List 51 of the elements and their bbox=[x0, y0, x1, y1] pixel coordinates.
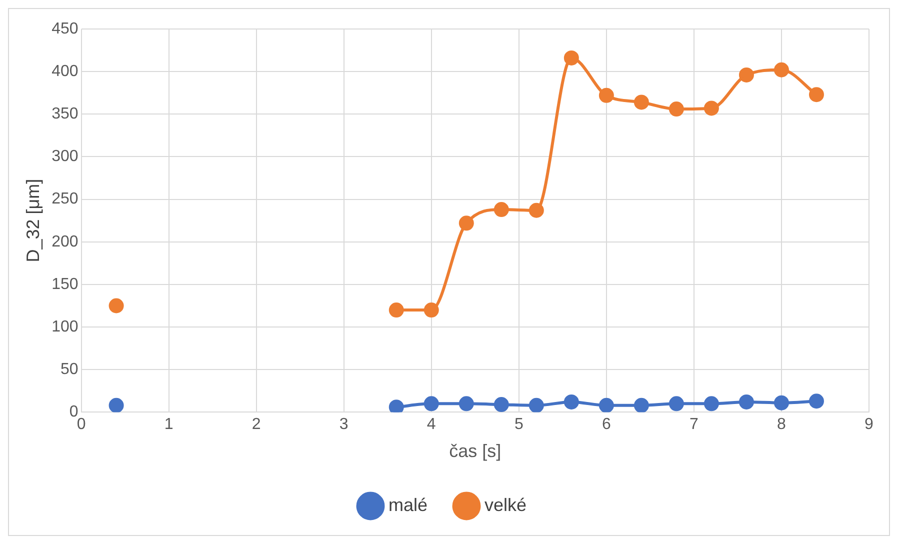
x-axis-title: čas [s] bbox=[449, 441, 502, 462]
point bbox=[738, 394, 754, 410]
x-tick-label: 8 bbox=[777, 416, 786, 434]
point bbox=[668, 102, 684, 117]
point bbox=[528, 202, 544, 218]
point bbox=[738, 67, 754, 82]
point bbox=[494, 397, 509, 412]
point bbox=[704, 100, 719, 116]
point bbox=[494, 202, 509, 218]
point bbox=[564, 50, 579, 66]
y-tick-label: 400 bbox=[52, 62, 78, 80]
point bbox=[388, 302, 404, 318]
point bbox=[528, 398, 544, 412]
x-tick-label: 1 bbox=[164, 416, 174, 434]
point bbox=[774, 395, 789, 410]
x-tick-label: 7 bbox=[690, 416, 698, 434]
y-axis-title: D_32 [μm] bbox=[22, 178, 43, 262]
x-tick-label: 3 bbox=[339, 416, 348, 434]
point bbox=[424, 302, 439, 318]
point bbox=[598, 88, 614, 103]
point bbox=[634, 94, 649, 110]
y-tick-label: 200 bbox=[52, 233, 78, 250]
point bbox=[458, 216, 474, 231]
legend-label: velké bbox=[484, 494, 527, 515]
point bbox=[598, 398, 614, 412]
point bbox=[424, 396, 439, 412]
y-tick-label: 350 bbox=[52, 106, 78, 123]
x-tick-label: 4 bbox=[426, 416, 436, 434]
point bbox=[704, 396, 719, 412]
x-tick-label: 5 bbox=[514, 416, 524, 434]
point bbox=[634, 398, 649, 412]
point bbox=[774, 62, 789, 78]
legend-label: malé bbox=[388, 494, 428, 515]
y-tick-label: 300 bbox=[52, 148, 78, 166]
x-tick-label: 2 bbox=[252, 416, 261, 434]
point bbox=[388, 400, 404, 412]
x-tick-label: 9 bbox=[864, 416, 874, 434]
point bbox=[808, 87, 824, 102]
point bbox=[108, 398, 124, 412]
point bbox=[668, 396, 684, 412]
x-tick-label: 6 bbox=[602, 416, 611, 434]
point bbox=[564, 394, 579, 410]
point bbox=[458, 396, 474, 412]
y-tick-label: 100 bbox=[52, 318, 78, 336]
y-tick-label: 50 bbox=[60, 361, 78, 378]
point bbox=[808, 394, 824, 409]
y-tick-label: 450 bbox=[52, 20, 78, 38]
y-tick-label: 0 bbox=[69, 404, 78, 421]
point bbox=[108, 298, 124, 314]
y-tick-label: 150 bbox=[52, 276, 78, 293]
y-tick-label: 250 bbox=[52, 190, 78, 208]
